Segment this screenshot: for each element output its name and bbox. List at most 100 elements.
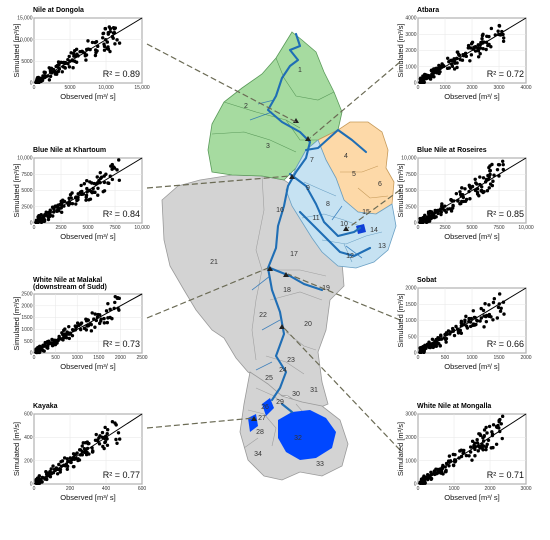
scatter-point [484, 445, 489, 449]
y-tick-label: 400 [24, 435, 33, 441]
scatter-point [480, 37, 484, 41]
scatter-point [105, 320, 110, 325]
y-tick-label: 10,000 [401, 156, 417, 162]
scatter-point [108, 26, 113, 31]
scatter-point [74, 202, 78, 206]
scatter-point [54, 64, 58, 69]
scatter-point [481, 46, 485, 51]
region-label: 7 [310, 157, 314, 164]
scatter-point [115, 168, 119, 172]
scatter-points [418, 414, 505, 485]
y-axis-label: Simulated [m³/s] [12, 163, 21, 217]
scatter-point [94, 39, 99, 44]
scatter-point [478, 52, 482, 56]
x-tick-label: 2500 [439, 225, 450, 231]
leader-line-malakal [146, 267, 269, 319]
scatter-point [492, 296, 497, 301]
one-to-one-line [417, 17, 527, 84]
scatter-point [89, 322, 93, 326]
x-tick-label: 7500 [493, 225, 504, 231]
scatter-point [102, 321, 107, 325]
region-label: 12 [346, 253, 354, 260]
scatter-point [490, 183, 495, 188]
y-tick-label: 2000 [405, 48, 416, 54]
scatter-point [473, 454, 477, 458]
region-label: 28 [256, 429, 264, 436]
scatter-point [82, 326, 87, 331]
scatter-point [491, 179, 495, 183]
scatter-point [453, 452, 457, 457]
scatter-point [431, 345, 435, 350]
scatter-point [88, 197, 93, 201]
scatter-point [458, 202, 462, 206]
scatter-point [488, 168, 493, 173]
scatter-point [62, 328, 66, 333]
scatter-point [51, 464, 55, 468]
scatter-point [113, 294, 117, 299]
scatter-point [478, 175, 482, 179]
scatter-point [85, 186, 89, 191]
scatter-point [70, 333, 75, 338]
region-label: 31 [310, 387, 318, 394]
scatter-point [424, 219, 429, 223]
scatter-point [86, 39, 90, 43]
scatter-point [57, 334, 61, 339]
scatter-point [473, 177, 477, 181]
scatter-point [476, 449, 480, 453]
x-tick-label: 2000 [466, 85, 477, 91]
scatter-point [86, 441, 90, 446]
scatter-point [468, 450, 473, 454]
scatter-point [41, 344, 45, 348]
gauge-atbara-marker [305, 136, 311, 141]
region-label: 14 [370, 227, 378, 234]
scatter-point [104, 309, 109, 313]
scatter-point [67, 54, 71, 59]
scatter-point [479, 306, 483, 311]
scatter-point [486, 173, 490, 178]
scatter-point [476, 55, 481, 59]
scatter-point [434, 467, 438, 471]
scatter-point [67, 336, 72, 341]
scatter-point [501, 159, 505, 163]
scatter-point [481, 448, 485, 452]
scatter-point [102, 48, 107, 52]
scatter-point [499, 422, 503, 426]
scatter-point [72, 48, 77, 53]
region-label: 24 [279, 367, 287, 374]
scatter-point [106, 45, 110, 49]
scatter-point [468, 59, 472, 63]
region-label: 16 [276, 207, 284, 214]
scatter-point [468, 445, 473, 449]
scatter-point [487, 34, 491, 39]
region-label: 2 [244, 103, 248, 110]
scatter-point [71, 51, 76, 56]
y-axis-label: Simulated [m³/s] [12, 422, 21, 476]
scatter-point [421, 476, 425, 480]
scatter-point [462, 448, 466, 453]
scatter-point [490, 430, 494, 434]
y-tick-label: 1000 [21, 327, 32, 333]
scatter-point [439, 212, 443, 217]
scatter-point [477, 432, 481, 436]
panel-title: Nile at Dongola [33, 7, 84, 14]
y-tick-label: 0 [30, 482, 33, 488]
x-tick-label: 4000 [520, 85, 531, 91]
scatter-point [467, 454, 471, 458]
x-tick-label: 0 [417, 85, 420, 91]
scatter-point [37, 80, 41, 85]
scatter-point [106, 30, 111, 35]
scatter-point [478, 46, 483, 50]
scatter-point [491, 300, 496, 305]
x-tick-label: 3000 [493, 85, 504, 91]
one-to-one-line [417, 413, 527, 485]
y-axis-label: Simulated [m³/s] [396, 23, 405, 77]
scatter-point [478, 446, 482, 450]
scatter-point [447, 66, 452, 70]
y-tick-label: 2000 [405, 286, 416, 292]
region-label: 13 [378, 243, 386, 250]
x-axis-label: Observed [m³/ s] [60, 362, 115, 371]
x-tick-label: 1000 [439, 85, 450, 91]
scatter-point [49, 467, 53, 471]
scatter-point [465, 326, 470, 330]
